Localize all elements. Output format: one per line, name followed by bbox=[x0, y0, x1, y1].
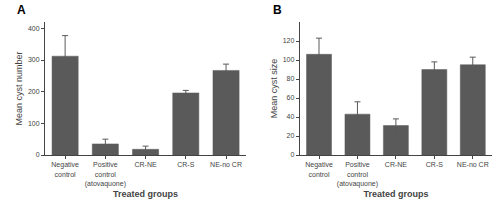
svg-text:0: 0 bbox=[36, 151, 40, 158]
svg-text:120: 120 bbox=[283, 37, 295, 44]
svg-text:40: 40 bbox=[287, 113, 295, 120]
svg-text:B: B bbox=[273, 3, 282, 17]
svg-text:20: 20 bbox=[287, 132, 295, 139]
svg-text:100: 100 bbox=[28, 120, 40, 127]
svg-text:Mean cyst size: Mean cyst size bbox=[269, 59, 279, 119]
svg-text:Negativecontrol: Negativecontrol bbox=[51, 161, 79, 177]
svg-text:A: A bbox=[17, 3, 26, 17]
svg-text:CR-NE: CR-NE bbox=[385, 161, 407, 168]
svg-text:300: 300 bbox=[28, 56, 40, 63]
svg-text:NE-no CR: NE-no CR bbox=[210, 161, 242, 168]
svg-text:100: 100 bbox=[283, 56, 295, 63]
svg-text:0: 0 bbox=[290, 151, 294, 158]
svg-text:60: 60 bbox=[287, 94, 295, 101]
svg-text:CR-NE: CR-NE bbox=[134, 161, 156, 168]
svg-text:Negativecontrol: Negativecontrol bbox=[305, 161, 333, 177]
svg-text:Treated groups: Treated groups bbox=[113, 189, 178, 199]
svg-text:80: 80 bbox=[287, 75, 295, 82]
svg-text:NE-no CR: NE-no CR bbox=[457, 161, 489, 168]
svg-text:200: 200 bbox=[28, 88, 40, 95]
svg-text:CR-S: CR-S bbox=[426, 161, 443, 168]
svg-text:Positivecontrol(atovaquone): Positivecontrol(atovaquone) bbox=[337, 161, 378, 187]
svg-text:400: 400 bbox=[28, 25, 40, 32]
svg-text:Positivecontrol(atovaquone): Positivecontrol(atovaquone) bbox=[85, 161, 126, 187]
svg-text:CR-S: CR-S bbox=[177, 161, 194, 168]
svg-text:Treated groups: Treated groups bbox=[363, 189, 428, 199]
svg-text:Mean cyst number: Mean cyst number bbox=[14, 51, 24, 125]
